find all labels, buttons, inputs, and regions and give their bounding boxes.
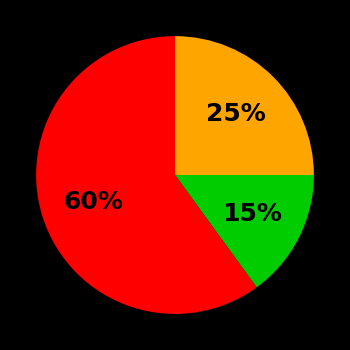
Wedge shape <box>36 36 257 314</box>
Wedge shape <box>175 175 314 287</box>
Text: 25%: 25% <box>206 102 266 126</box>
Wedge shape <box>175 36 314 175</box>
Text: 60%: 60% <box>63 190 123 214</box>
Text: 15%: 15% <box>222 202 282 226</box>
